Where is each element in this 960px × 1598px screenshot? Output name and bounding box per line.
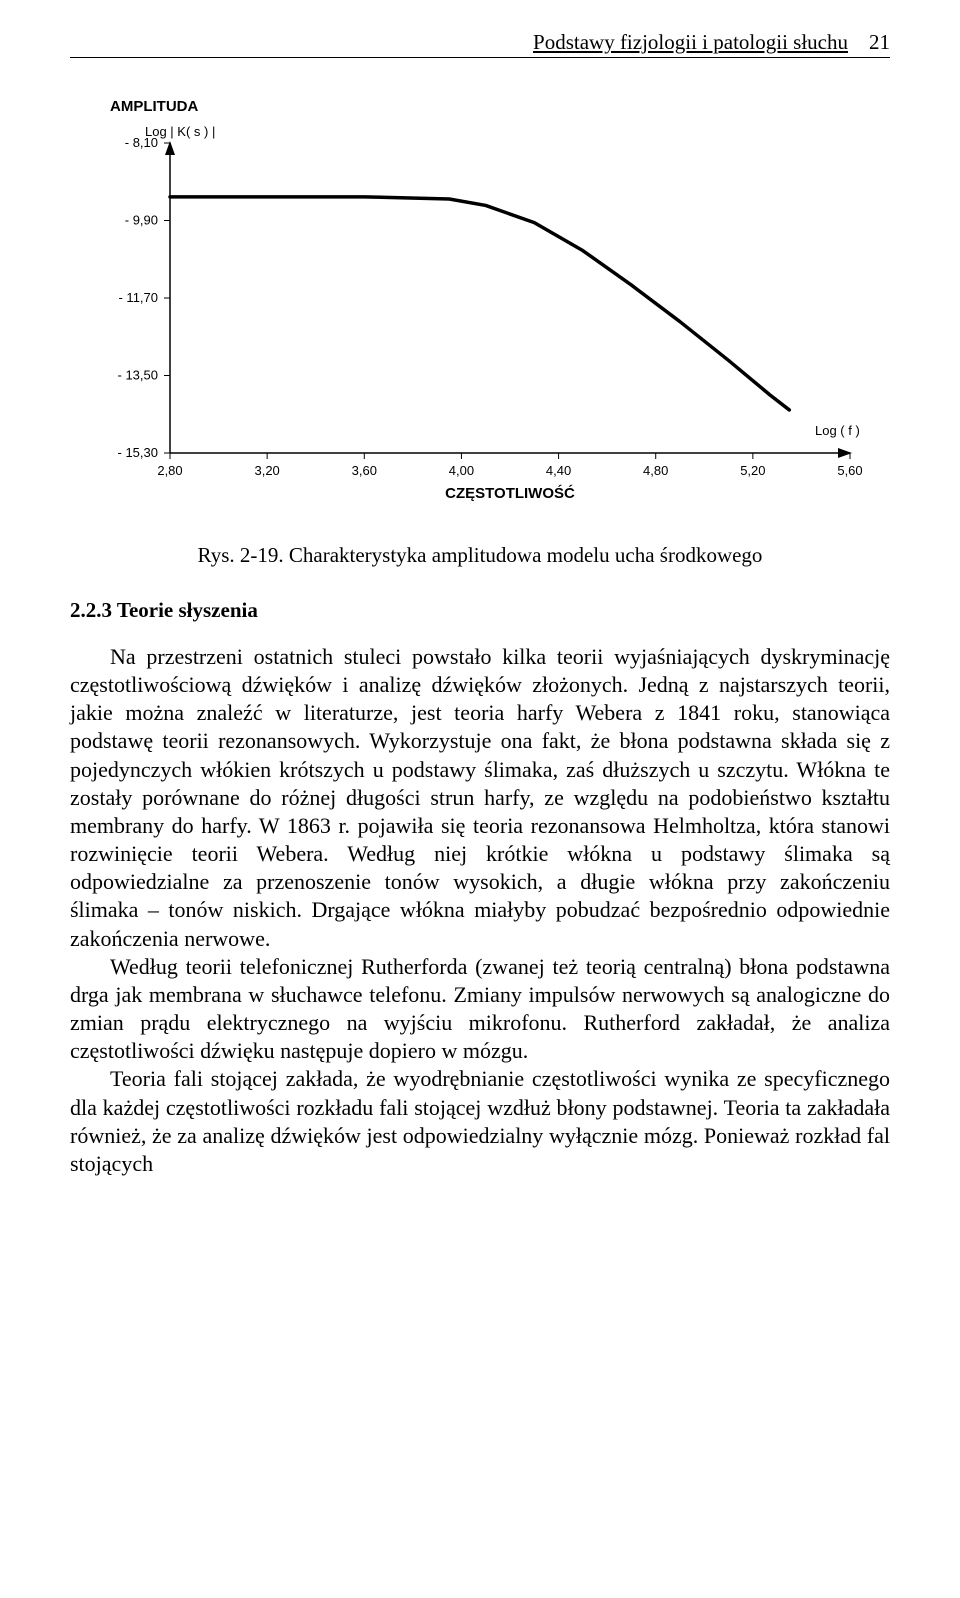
svg-text:4,40: 4,40 <box>546 463 571 478</box>
svg-text:2,80: 2,80 <box>157 463 182 478</box>
svg-text:4,80: 4,80 <box>643 463 668 478</box>
page-number: 21 <box>869 30 890 54</box>
amplitude-chart: AMPLITUDALog | K( s ) |- 8,10- 9,90- 11,… <box>70 88 890 523</box>
paragraph-2: Według teorii telefonicznej Rutherforda … <box>70 953 890 1066</box>
svg-text:AMPLITUDA: AMPLITUDA <box>110 98 198 115</box>
svg-text:- 13,50: - 13,50 <box>118 368 158 383</box>
header-title: Podstawy fizjologii i patologii słuchu <box>533 30 848 54</box>
paragraph-1: Na przestrzeni ostatnich stuleci powstał… <box>70 643 890 953</box>
svg-text:- 11,70: - 11,70 <box>118 290 158 305</box>
section-heading: 2.2.3 Teorie słyszenia <box>70 598 890 623</box>
svg-text:3,20: 3,20 <box>254 463 279 478</box>
svg-text:- 8,10: - 8,10 <box>125 135 158 150</box>
figure-caption: Rys. 2-19. Charakterystyka amplitudowa m… <box>70 543 890 568</box>
svg-text:3,60: 3,60 <box>352 463 377 478</box>
svg-text:5,20: 5,20 <box>740 463 765 478</box>
svg-text:- 15,30: - 15,30 <box>118 445 158 460</box>
svg-text:CZĘSTOTLIWOŚĆ: CZĘSTOTLIWOŚĆ <box>445 484 575 502</box>
svg-text:5,60: 5,60 <box>837 463 862 478</box>
svg-text:- 9,90: - 9,90 <box>125 213 158 228</box>
page-header: Podstawy fizjologii i patologii słuchu 2… <box>70 30 890 58</box>
svg-text:4,00: 4,00 <box>449 463 474 478</box>
svg-text:Log ( f ): Log ( f ) <box>815 423 860 438</box>
body-text: Na przestrzeni ostatnich stuleci powstał… <box>70 643 890 1178</box>
paragraph-3: Teoria fali stojącej zakłada, że wyodręb… <box>70 1065 890 1178</box>
